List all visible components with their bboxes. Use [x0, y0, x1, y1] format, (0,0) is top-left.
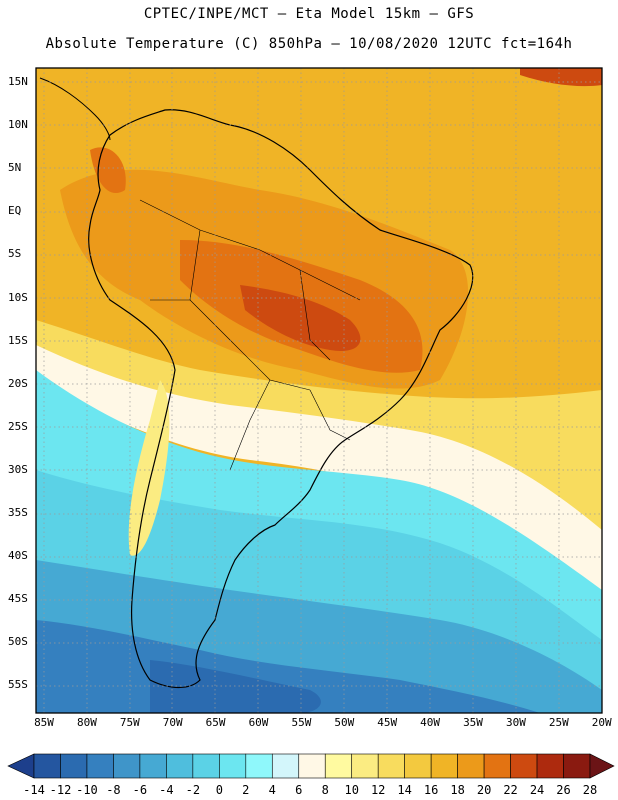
colorbar-low-arrow	[7, 753, 35, 779]
lon-label: 45W	[377, 716, 398, 729]
colorbar-label: 20	[476, 783, 492, 797]
lat-label: 5S	[8, 247, 22, 261]
lon-label: 65W	[205, 716, 226, 729]
colorbar-swatch	[139, 753, 167, 779]
title-line-1: CPTEC/INPE/MCT – Eta Model 15km – GFS	[143, 6, 475, 22]
lat-label: 50S	[8, 635, 28, 649]
lat-label: 40S	[8, 549, 28, 563]
colorbar-label: 26	[556, 783, 571, 797]
colorbar-label: 18	[450, 783, 465, 797]
colorbar-label: 0	[215, 783, 223, 797]
colorbar-label: -14	[23, 783, 45, 797]
colorbar-swatch	[536, 753, 564, 779]
lat-label: 5N	[8, 161, 22, 175]
colorbar-label: 2	[242, 783, 250, 797]
colorbar-label: 24	[529, 783, 545, 797]
lat-label: 20S	[8, 376, 28, 390]
colorbar	[7, 753, 615, 779]
colorbar-swatch	[457, 753, 485, 779]
title-line-2: Absolute Temperature (C) 850hPa – 10/08/…	[45, 36, 573, 52]
lat-label: 15N	[8, 75, 28, 88]
colorbar-swatch	[60, 753, 88, 779]
colorbar-swatch	[483, 753, 511, 779]
colorbar-label: 10	[344, 783, 359, 797]
lon-label: 40W	[420, 716, 441, 729]
lat-label: 35S	[8, 506, 28, 519]
lon-label: 75W	[119, 716, 140, 729]
lon-label: 85W	[34, 716, 54, 729]
lon-label: 60W	[248, 716, 269, 729]
colorbar-label: 14	[397, 783, 412, 797]
colorbar-swatch	[351, 753, 379, 779]
colorbar-label: -10	[76, 783, 98, 797]
central-america-coastline	[39, 77, 111, 141]
colorbar-label: 8	[321, 783, 329, 797]
colorbar-label: 22	[503, 783, 518, 797]
country-borders	[139, 199, 361, 471]
colorbar-swatch	[166, 753, 194, 779]
colorbar-swatch	[430, 753, 458, 779]
colorbar-swatch	[298, 753, 326, 779]
colorbar-label: 16	[423, 783, 439, 797]
lat-label: 15S	[8, 333, 28, 347]
colorbar-swatch	[563, 753, 591, 779]
colorbar-label: 4	[268, 783, 276, 797]
colorbar-label: 12	[370, 783, 386, 797]
colorbar-swatch	[86, 753, 114, 779]
colorbar-label: -6	[132, 783, 148, 797]
temperature-field	[36, 68, 602, 713]
colorbar-high-arrow	[589, 753, 615, 779]
colorbar-swatch	[271, 753, 300, 779]
lat-label: EQ	[8, 204, 22, 218]
colorbar-swatch	[219, 753, 247, 779]
colorbar-swatch	[377, 753, 405, 779]
colorbar-label: 6	[295, 783, 303, 797]
lat-label: 10N	[8, 118, 28, 132]
colorbar-swatch	[33, 753, 61, 779]
colorbar-swatch	[113, 753, 141, 779]
colorbar-label: -12	[49, 783, 72, 797]
colorbar-swatch	[510, 753, 538, 779]
lon-label: 50W	[334, 716, 355, 729]
lon-label: 80W	[76, 716, 97, 729]
lon-label: 70W	[162, 716, 183, 729]
colorbar-label: 28	[582, 783, 598, 797]
map-frame	[35, 67, 603, 714]
lon-label: 30W	[505, 716, 526, 729]
colorbar-label: -4	[159, 783, 174, 797]
colorbar-swatch	[192, 753, 220, 779]
lon-label: 55W	[291, 716, 312, 729]
lat-label: 25S	[8, 419, 28, 433]
colorbar-swatch	[324, 753, 353, 779]
lon-label: 20W	[591, 716, 612, 729]
colorbar-swatch	[404, 753, 432, 779]
lon-label: 25W	[548, 716, 569, 729]
lat-label: 55S	[8, 678, 28, 692]
south-america-coastline	[88, 109, 474, 689]
colorbar-swatch	[245, 753, 273, 779]
lat-label: 45S	[8, 592, 28, 606]
lat-label: 10S	[8, 290, 28, 304]
colorbar-label: -2	[185, 783, 201, 797]
lat-label: 30S	[8, 462, 28, 476]
lon-label: 35W	[463, 716, 483, 729]
colorbar-label: -8	[106, 783, 121, 797]
